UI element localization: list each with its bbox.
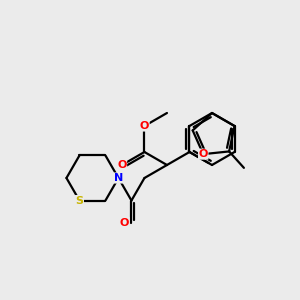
Text: S: S [76, 196, 83, 206]
Text: O: O [199, 149, 208, 159]
Text: O: O [140, 121, 149, 131]
Text: N: N [114, 173, 123, 183]
Text: O: O [117, 160, 127, 170]
Text: O: O [120, 218, 129, 228]
